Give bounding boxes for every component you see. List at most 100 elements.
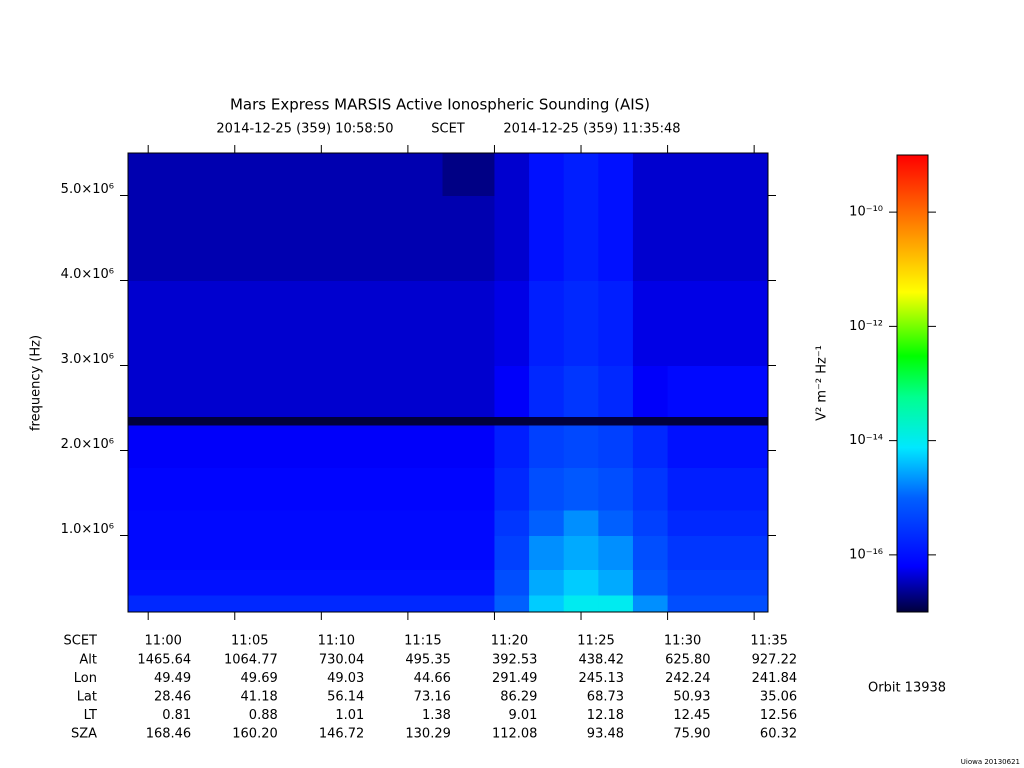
heatmap-cell (494, 535, 530, 570)
heatmap-cell (286, 416, 340, 426)
ephemeris-value: 44.66 (414, 671, 451, 686)
heatmap-cell (390, 595, 444, 613)
heatmap-cell (632, 425, 669, 468)
heatmap-cell (182, 535, 236, 570)
heatmap-cell (442, 425, 495, 468)
heatmap-cell (128, 535, 184, 570)
heatmap-cell (632, 416, 669, 426)
heatmap-cell (442, 153, 495, 196)
heatmap-cell (563, 467, 599, 511)
heatmap-cell (598, 153, 634, 196)
heatmap-cell (128, 280, 184, 366)
ephemeris-row-label: Lat (77, 690, 97, 705)
heatmap-cell (529, 425, 565, 468)
heatmap-cell (442, 280, 495, 366)
ephemeris-value: 495.35 (405, 653, 451, 668)
ephemeris-value: 12.45 (673, 708, 710, 723)
heatmap-cell (598, 416, 634, 426)
heatmap-cell (529, 535, 565, 570)
heatmap-cell (494, 195, 530, 281)
x-tick-label: 11:25 (577, 634, 614, 649)
colorbar-label: V² m⁻² Hz⁻¹ (815, 345, 830, 421)
ephemeris-value: 68.73 (587, 690, 624, 705)
heatmap-cell (529, 416, 565, 426)
ephemeris-value: 0.88 (249, 708, 278, 723)
heatmap-cell (667, 535, 769, 570)
heatmap-cell (128, 195, 184, 281)
x-tick-label: 11:35 (750, 634, 787, 649)
colorbar (896, 154, 929, 613)
ephemeris-value: 1.38 (422, 708, 451, 723)
heatmap-cell (234, 467, 288, 511)
heatmap-cell (286, 195, 340, 281)
x-tick-label: 11:30 (664, 634, 701, 649)
ephemeris-value: 392.53 (492, 653, 538, 668)
heatmap-cell (442, 365, 495, 417)
heatmap-cell (182, 569, 236, 596)
heatmap-cell (338, 569, 392, 596)
heatmap-cell (286, 365, 340, 417)
ephemeris-value: 1465.64 (137, 653, 191, 668)
heatmap-cell (494, 595, 530, 613)
y-tick-label: 2.0×10⁶ (61, 437, 114, 452)
heatmap-cell (338, 195, 392, 281)
ephemeris-row-label: LT (84, 708, 97, 723)
ephemeris-value: 12.56 (760, 708, 797, 723)
heatmap-cell (234, 569, 288, 596)
heatmap-cell (529, 569, 565, 596)
plot-frame (127, 152, 769, 613)
heatmap-cell (234, 595, 288, 613)
ephemeris-value: 625.80 (665, 653, 711, 668)
heatmap-cell (494, 510, 530, 536)
heatmap-cell (442, 195, 495, 281)
heatmap-cell (182, 467, 236, 511)
heatmap-cell (442, 569, 495, 596)
heatmap-cell (182, 153, 236, 196)
heatmap-cell (598, 425, 634, 468)
heatmap-cell (563, 510, 599, 536)
heatmap-cell (598, 535, 634, 570)
ephemeris-value: 241.84 (752, 671, 798, 686)
heatmap-cell (494, 467, 530, 511)
heatmap-cell (563, 280, 599, 366)
heatmap-cell (563, 569, 599, 596)
heatmap-cell (598, 365, 634, 417)
ephemeris-value: 1.01 (335, 708, 364, 723)
heatmap-cell (563, 195, 599, 281)
heatmap-cell (128, 467, 184, 511)
ephemeris-value: 50.93 (673, 690, 710, 705)
x-tick-label: 11:15 (404, 634, 441, 649)
heatmap-cell (632, 153, 669, 196)
ephemeris-value: 28.46 (154, 690, 191, 705)
heatmap-cell (667, 467, 769, 511)
ephemeris-value: 160.20 (232, 727, 278, 742)
heatmap-cell (494, 569, 530, 596)
ephemeris-value: 41.18 (241, 690, 278, 705)
orbit-label: Orbit 13938 (868, 681, 946, 696)
heatmap-cell (234, 153, 288, 196)
heatmap-cell (563, 153, 599, 196)
heatmap-cell (494, 416, 530, 426)
heatmap-cell (286, 595, 340, 613)
heatmap-cell (390, 153, 444, 196)
heatmap-cell (632, 569, 669, 596)
heatmap-cell (234, 365, 288, 417)
ephemeris-row-label: Lon (74, 671, 97, 686)
heatmap-cell (632, 535, 669, 570)
heatmap-cell (234, 510, 288, 536)
heatmap-cell (598, 569, 634, 596)
ephemeris-value: 146.72 (319, 727, 365, 742)
heatmap-cell (390, 280, 444, 366)
heatmap-cell (338, 510, 392, 536)
heatmap-cell (667, 569, 769, 596)
heatmap-cell (390, 569, 444, 596)
heatmap-cell (182, 195, 236, 281)
ephemeris-row-label: SCET (64, 634, 98, 649)
heatmap-cell (494, 280, 530, 366)
x-tick-label: 11:20 (491, 634, 528, 649)
heatmap-cell (390, 365, 444, 417)
colorbar-tick-label: 10⁻¹⁶ (849, 547, 883, 562)
heatmap-cell (529, 595, 565, 613)
heatmap-cell (286, 425, 340, 468)
